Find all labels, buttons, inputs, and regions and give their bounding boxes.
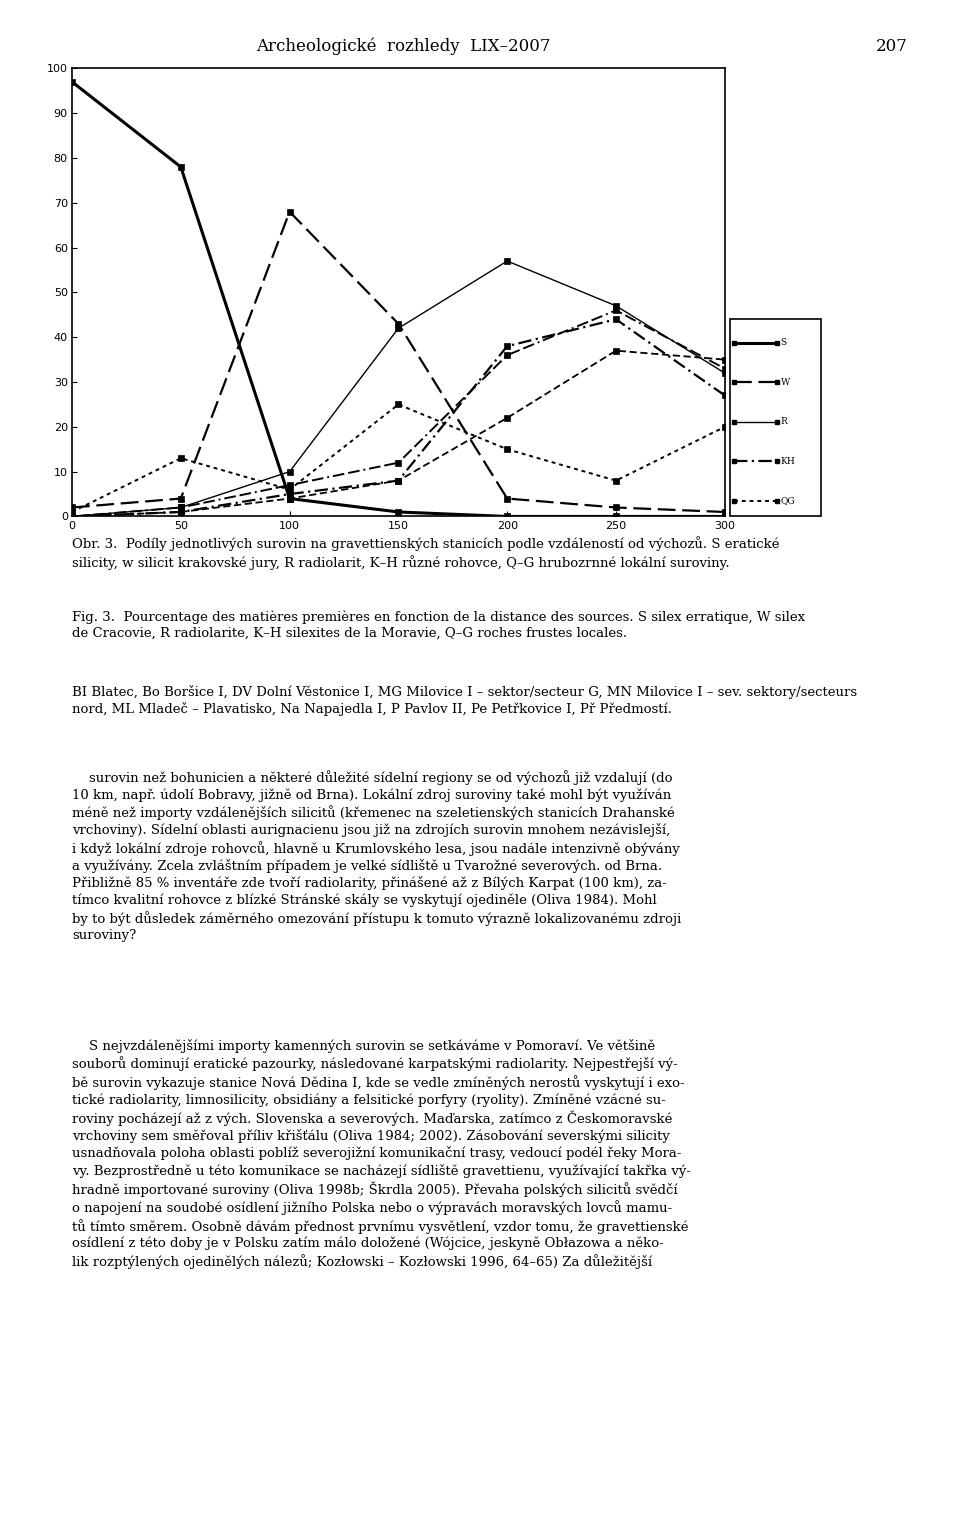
Text: S: S [780, 339, 787, 348]
Text: KH: KH [780, 457, 796, 466]
Text: Fig. 3.  Pourcentage des matières premières en fonction de la distance des sourc: Fig. 3. Pourcentage des matières premièr… [72, 611, 805, 639]
Text: S nejvzdálenějšími importy kamenných surovin se setkáváme v Pomoraví. Ve většině: S nejvzdálenějšími importy kamenných sur… [72, 1039, 691, 1268]
Text: surovin než bohunicien a některé důležité sídelní regiony se od výchozů již vzda: surovin než bohunicien a některé důležit… [72, 770, 682, 942]
Text: 207: 207 [876, 38, 907, 55]
Text: BI Blatec, Bo Boršice I, DV Dolní Věstonice I, MG Milovice I – sektor/secteur G,: BI Blatec, Bo Boršice I, DV Dolní Věston… [72, 685, 857, 717]
Text: W: W [780, 378, 790, 387]
Text: R: R [780, 418, 787, 427]
Text: Obr. 3.  Podíly jednotlivých surovin na gravettienských stanicích podle vzdáleno: Obr. 3. Podíly jednotlivých surovin na g… [72, 536, 780, 570]
Text: Archeologické  rozhledy  LIX–2007: Archeologické rozhledy LIX–2007 [256, 38, 550, 56]
Text: QG: QG [780, 497, 795, 506]
